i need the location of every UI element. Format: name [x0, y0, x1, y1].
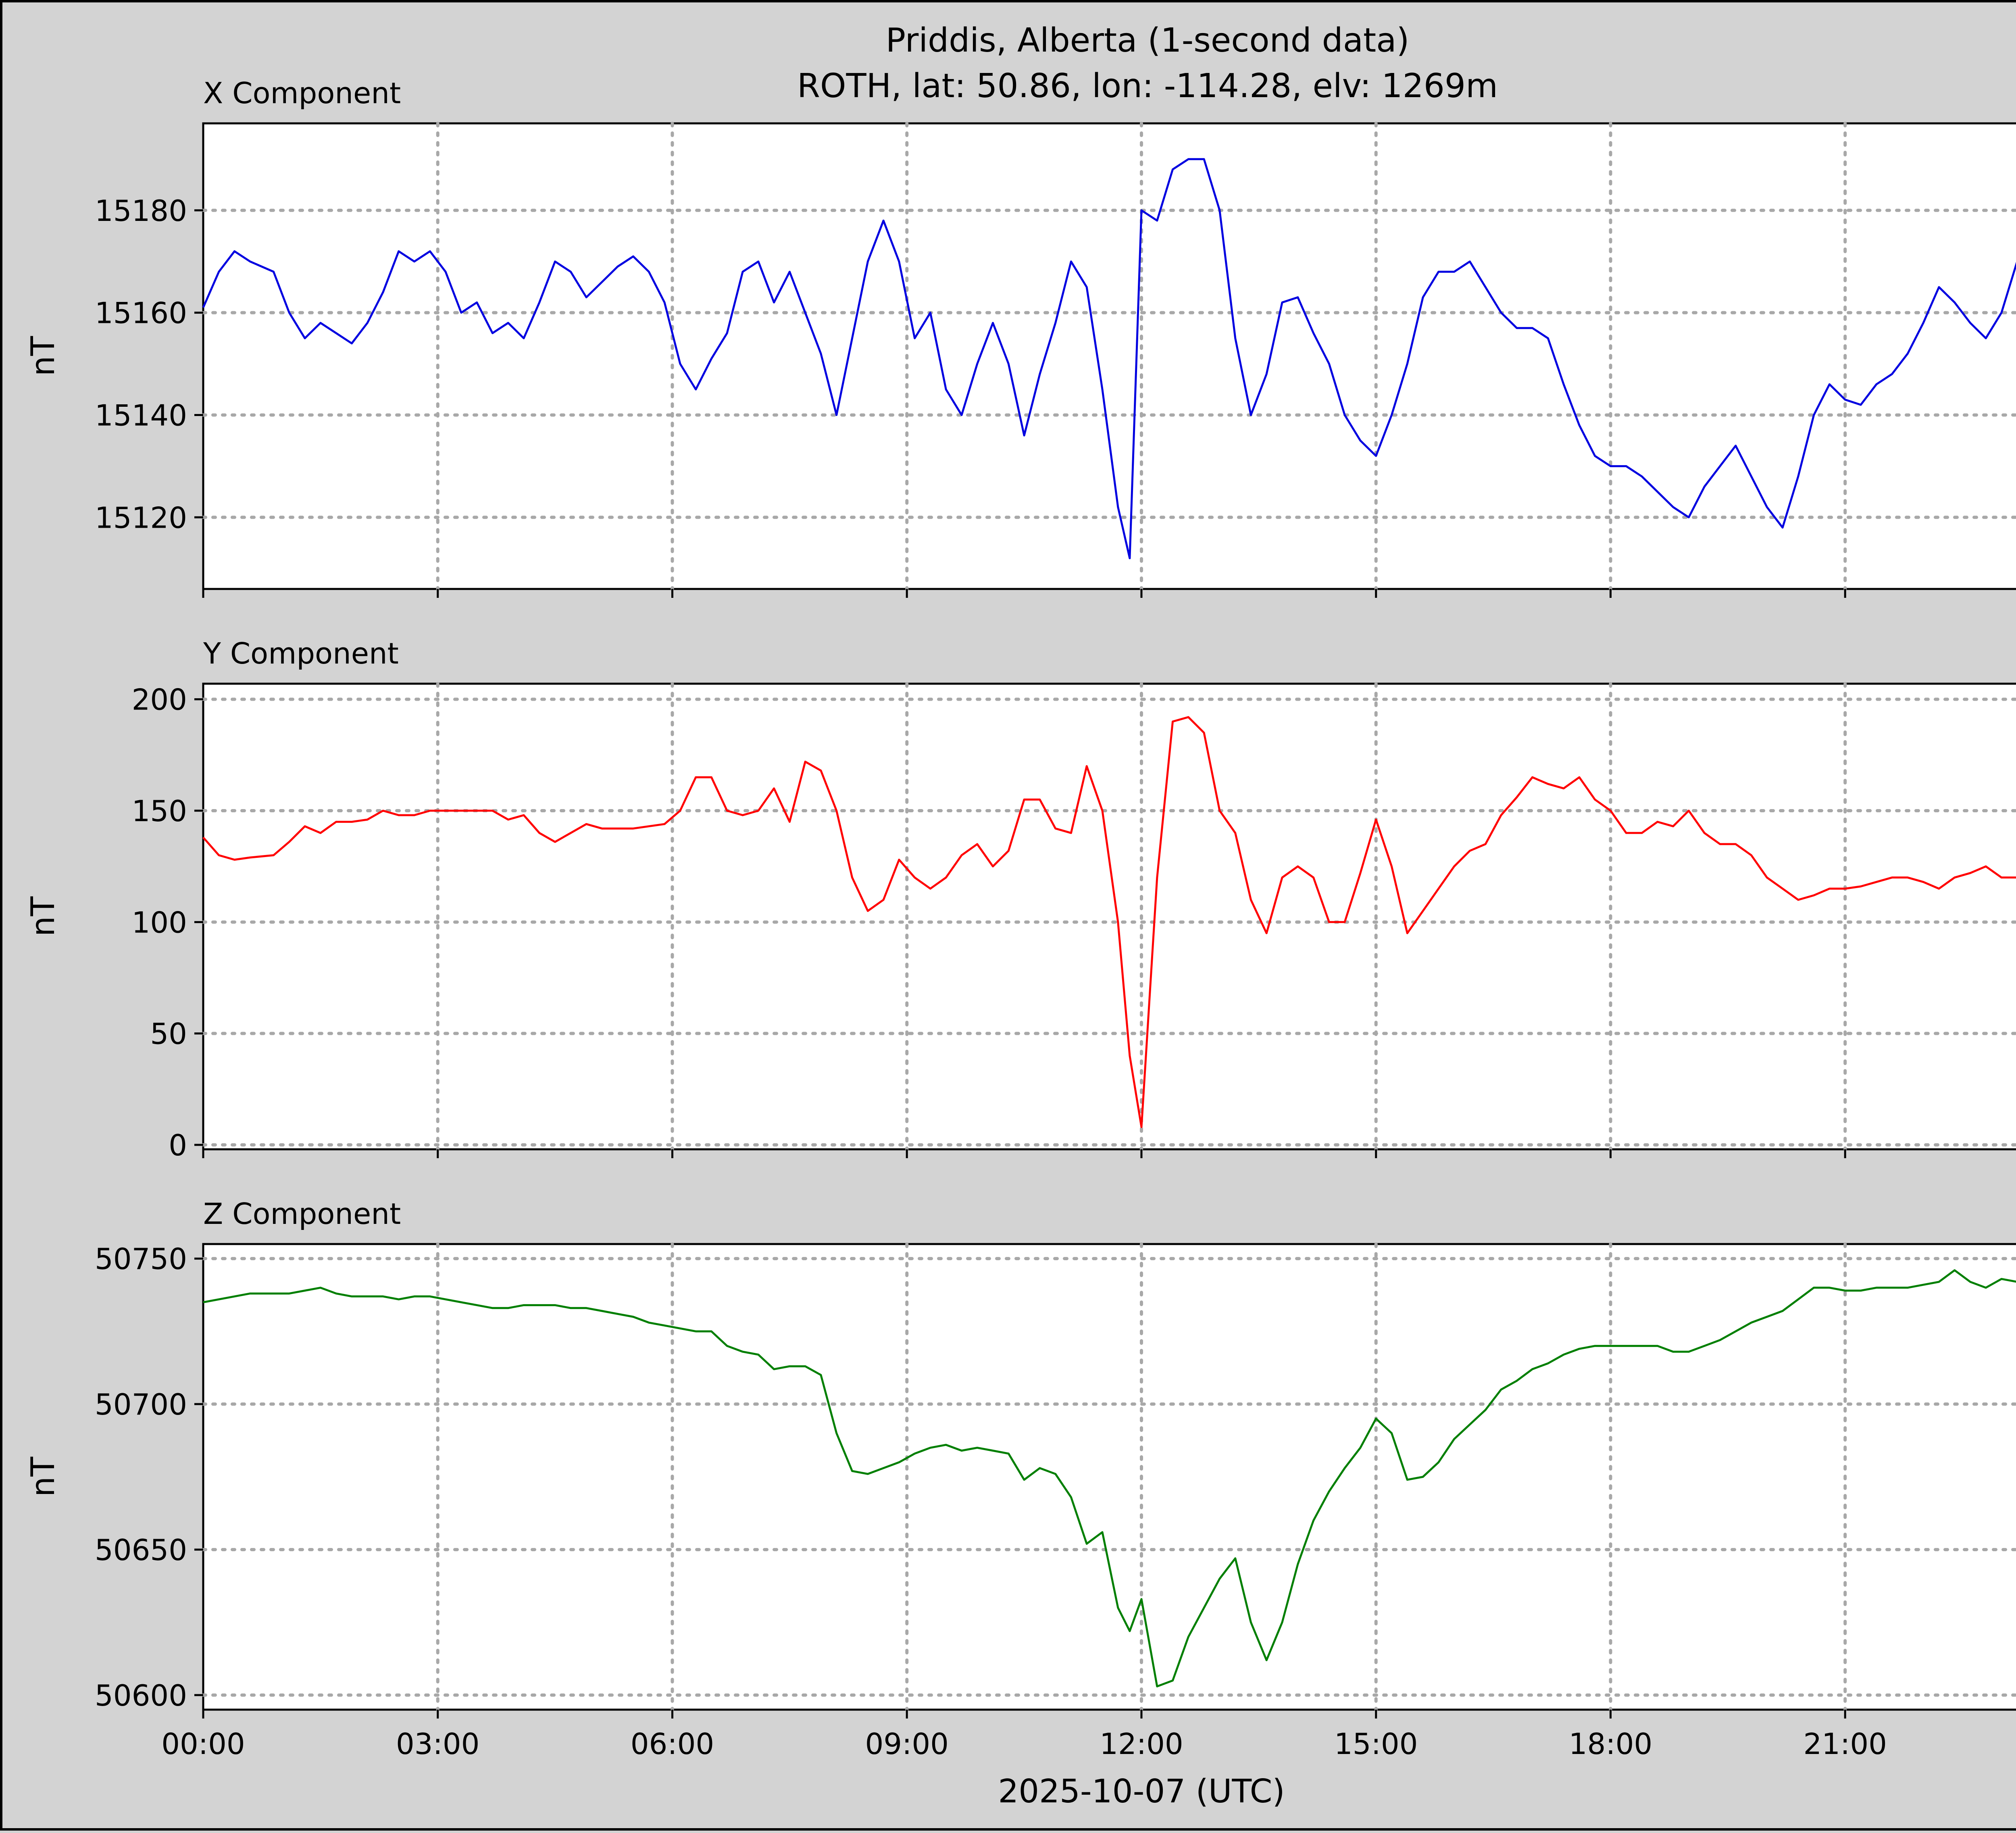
x-tick-label: 06:00 [631, 1727, 714, 1761]
y-tick-label: 100 [132, 905, 187, 939]
panel-frame [202, 1243, 2016, 1711]
panel-3: Z Component nT 00:00 03:00 06:00 09:00 12:00 15… [24, 1197, 2016, 1761]
y-tick-label: 15180 [95, 194, 187, 228]
x-tick-label: 18:00 [1569, 1727, 1653, 1761]
series-line-x-component [202, 158, 2016, 560]
panel-1: X Component nT 15120 15140 15160 15180 [24, 76, 2016, 598]
y-tick-label: 15120 [95, 501, 187, 535]
y-axis-title: nT [24, 1456, 62, 1497]
panels-layer: X Component nT 15120 15140 15160 15180 Y Compo… [24, 76, 2016, 1761]
y-tick-label: 50750 [95, 1242, 187, 1276]
x-tick-label: 00:00 [161, 1727, 245, 1761]
y-axis-title: nT [24, 896, 62, 937]
x-tick-label: 03:00 [396, 1727, 480, 1761]
y-tick-label: 200 [132, 683, 187, 717]
x-tick-label: 21:00 [1803, 1727, 1887, 1761]
series-line-y-component [202, 716, 2016, 1128]
panel-2: Y Component nT 0 50 100 150 200 [24, 637, 2016, 1162]
x-tick-label: 12:00 [1100, 1727, 1183, 1761]
y-tick-label: 15160 [95, 296, 187, 330]
panel-label: X Component [203, 76, 401, 110]
panel-label: Z Component [203, 1197, 401, 1231]
y-axis-title: nT [24, 336, 62, 377]
panel-label: Y Component [203, 637, 399, 670]
y-tick-label: 15140 [95, 398, 187, 432]
y-tick-label: 50700 [95, 1388, 187, 1421]
x-tick-label: 09:00 [865, 1727, 949, 1761]
chart-title: Priddis, Alberta (1-second data) [886, 21, 1410, 60]
x-axis-title: 2025-10-07 (UTC) [998, 1773, 1285, 1810]
y-tick-label: 50 [150, 1017, 187, 1051]
y-tick-label: 150 [132, 794, 187, 828]
panel-frame [202, 122, 2016, 590]
series-line-z-component [203, 1269, 2016, 1687]
y-tick-label: 50650 [95, 1533, 187, 1567]
panel-frame [202, 682, 2016, 1151]
x-tick-label: 15:00 [1334, 1727, 1418, 1761]
chart-subtitle: ROTH, lat: 50.86, lon: -114.28, elv: 126… [797, 67, 1498, 105]
y-tick-label: 0 [169, 1128, 187, 1162]
y-tick-label: 50600 [95, 1679, 187, 1712]
